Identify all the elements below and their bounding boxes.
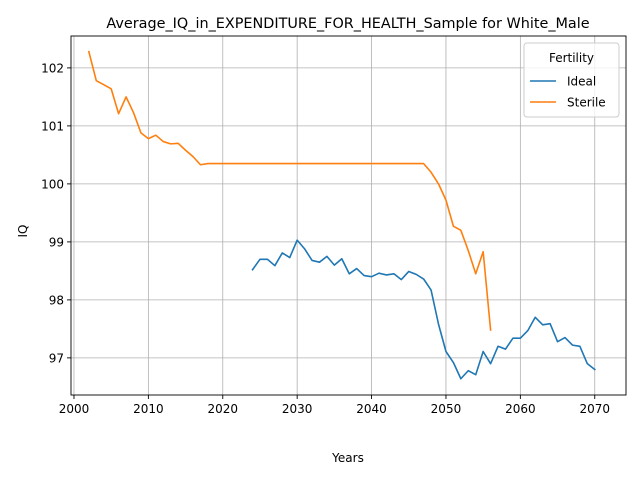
x-tick-label: 2050 bbox=[431, 402, 462, 416]
y-tick-label: 102 bbox=[41, 61, 64, 75]
x-tick-label: 2060 bbox=[505, 402, 536, 416]
chart-title: Average_IQ_in_EXPENDITURE_FOR_HEALTH_Sam… bbox=[106, 16, 589, 32]
y-tick-label: 101 bbox=[41, 119, 64, 133]
y-tick-label: 98 bbox=[49, 293, 64, 307]
x-tick-label: 2020 bbox=[207, 402, 238, 416]
legend-box bbox=[523, 42, 620, 118]
x-tick-label: 2070 bbox=[579, 402, 610, 416]
x-tick-label: 2010 bbox=[133, 402, 164, 416]
series-line-ideal bbox=[251, 239, 596, 380]
plot-area-frame bbox=[70, 35, 627, 396]
legend-label-sterile: Sterile bbox=[567, 96, 606, 110]
x-axis-label: Years bbox=[331, 451, 364, 465]
x-tick-label: 2000 bbox=[59, 402, 90, 416]
legend: Fertility Ideal Sterile bbox=[523, 42, 620, 118]
y-tick-label: 99 bbox=[49, 235, 64, 249]
legend-label-ideal: Ideal bbox=[567, 75, 596, 89]
y-tick-label: 97 bbox=[49, 351, 64, 365]
y-axis-label: IQ bbox=[16, 225, 30, 238]
x-tick-label: 2040 bbox=[356, 402, 387, 416]
x-tick-label: 2030 bbox=[282, 402, 313, 416]
series-line-sterile bbox=[87, 50, 492, 331]
y-tick-label: 100 bbox=[41, 177, 64, 191]
series-lines bbox=[87, 50, 596, 380]
legend-title: Fertility bbox=[549, 51, 594, 65]
axis-ticks: 2000 2010 2020 2030 2040 2050 2060 2070 97 98 99 10… bbox=[41, 61, 610, 416]
